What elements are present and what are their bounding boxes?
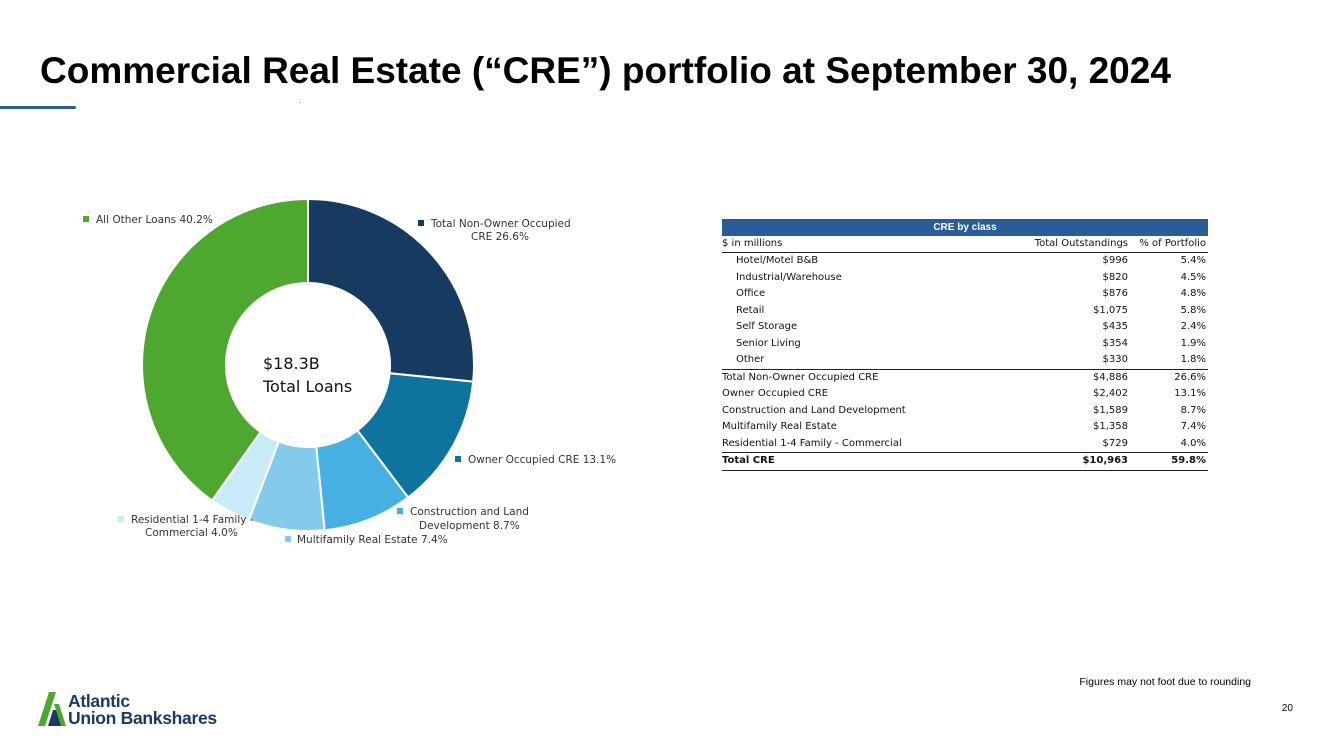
table-row: Hotel/Motel B&B $996 5.4% bbox=[722, 253, 1208, 270]
row-label: Owner Occupied CRE bbox=[722, 388, 829, 399]
donut-slice bbox=[141, 197, 309, 502]
legend-label: Development 8.7% bbox=[419, 520, 520, 532]
row-percent: 1.8% bbox=[1180, 354, 1206, 365]
row-outstandings: $354 bbox=[1102, 337, 1128, 349]
atlantic-a-mark-icon bbox=[38, 692, 66, 726]
company-logo: Atlantic Union Bankshares bbox=[38, 690, 268, 730]
table-row: Retail $1,075 5.8% bbox=[722, 303, 1208, 320]
row-outstandings: $876 bbox=[1102, 288, 1128, 299]
row-outstandings: $1,589 bbox=[1093, 404, 1128, 416]
row-outstandings: $996 bbox=[1102, 255, 1128, 266]
row-outstandings: $820 bbox=[1102, 271, 1128, 283]
page-title: Commercial Real Estate (“CRE”) portfolio… bbox=[40, 50, 1171, 91]
row-outstandings: $4,886 bbox=[1093, 371, 1128, 383]
table-row: Owner Occupied CRE $2,402 13.1% bbox=[722, 386, 1208, 403]
row-percent: 4.0% bbox=[1180, 437, 1206, 449]
cre-by-class-table: CRE by class $ in millions Total Outstan… bbox=[722, 219, 1208, 471]
row-label: Total Non-Owner Occupied CRE bbox=[722, 371, 879, 383]
row-outstandings: $1,075 bbox=[1093, 304, 1128, 316]
row-label: Self Storage bbox=[736, 321, 798, 332]
table-column-headers: $ in millions Total Outstandings % of Po… bbox=[722, 236, 1208, 253]
logo-text-line2: Union Bankshares bbox=[68, 708, 217, 728]
row-percent: 8.7% bbox=[1180, 404, 1206, 416]
rounding-footnote: Figures may not foot due to rounding bbox=[1079, 676, 1251, 688]
row-percent: 4.8% bbox=[1180, 288, 1206, 299]
legend-label: Total Non-Owner Occupied bbox=[430, 218, 571, 230]
row-percent: 7.4% bbox=[1180, 421, 1206, 432]
row-label: Other bbox=[736, 354, 765, 365]
legend-marker bbox=[397, 508, 403, 514]
legend-label: Residential 1-4 Family - bbox=[131, 514, 254, 526]
legend-label: Commercial 4.0% bbox=[145, 527, 238, 539]
legend-label: CRE 26.6% bbox=[471, 231, 529, 243]
row-label: Multifamily Real Estate bbox=[722, 421, 837, 432]
row-percent: 2.4% bbox=[1180, 321, 1206, 332]
row-outstandings: $2,402 bbox=[1093, 388, 1128, 399]
page-number: 20 bbox=[1281, 703, 1293, 714]
row-label: Senior Living bbox=[736, 337, 801, 349]
table-row: Office $876 4.8% bbox=[722, 286, 1208, 303]
table-row: Multifamily Real Estate $1,358 7.4% bbox=[722, 419, 1208, 436]
row-label: Hotel/Motel B&B bbox=[736, 255, 819, 266]
legend-marker bbox=[455, 456, 461, 462]
row-percent: 5.4% bbox=[1180, 255, 1206, 266]
legend-marker bbox=[83, 216, 89, 222]
table-header: CRE by class bbox=[722, 219, 1208, 236]
legend-label: Multifamily Real Estate 7.4% bbox=[297, 534, 448, 546]
legend-marker bbox=[118, 516, 124, 522]
donut-center-label: $18.3B bbox=[263, 354, 320, 373]
column-header-percent: % of Portfolio bbox=[1139, 238, 1206, 249]
table-body: Hotel/Motel B&B $996 5.4% Industrial/Wareho… bbox=[722, 253, 1208, 471]
table-row: Construction and Land Development $1,589 8… bbox=[722, 403, 1208, 420]
legend-marker bbox=[418, 220, 424, 226]
row-outstandings: $435 bbox=[1102, 321, 1128, 332]
row-percent: 1.9% bbox=[1180, 337, 1206, 349]
row-label: Residential 1-4 Family - Commercial bbox=[722, 437, 902, 449]
row-percent: 5.8% bbox=[1180, 304, 1206, 316]
row-percent: 4.5% bbox=[1180, 271, 1206, 283]
row-outstandings: $330 bbox=[1102, 354, 1128, 365]
row-label: Retail bbox=[736, 304, 765, 316]
legend-label: Owner Occupied CRE 13.1% bbox=[468, 454, 616, 466]
row-percent: 59.8% bbox=[1171, 455, 1206, 466]
decorative-dot bbox=[299, 102, 300, 103]
row-outstandings: $1,358 bbox=[1093, 421, 1128, 432]
table-row: Residential 1-4 Family - Commercial $729 4… bbox=[722, 436, 1208, 453]
column-header-outstandings: Total Outstandings bbox=[1034, 238, 1128, 249]
legend-label: Construction and Land bbox=[410, 506, 529, 518]
table-row: Total CRE $10,963 59.8% bbox=[722, 452, 1208, 471]
title-accent-rule bbox=[0, 106, 76, 109]
legend-marker bbox=[285, 536, 291, 542]
table-row: Senior Living $354 1.9% bbox=[722, 336, 1208, 353]
column-header-units: $ in millions bbox=[722, 238, 783, 249]
donut-slice bbox=[307, 197, 475, 383]
table-row: Industrial/Warehouse $820 4.5% bbox=[722, 270, 1208, 287]
row-outstandings: $729 bbox=[1102, 437, 1128, 449]
row-percent: 13.1% bbox=[1174, 388, 1206, 399]
legend-label: All Other Loans 40.2% bbox=[96, 214, 213, 226]
table-row: Other $330 1.8% bbox=[722, 352, 1208, 369]
row-label: Construction and Land Development bbox=[722, 404, 906, 416]
table-row: Self Storage $435 2.4% bbox=[722, 319, 1208, 336]
row-label: Office bbox=[736, 288, 766, 299]
row-percent: 26.6% bbox=[1174, 371, 1206, 383]
row-label: Industrial/Warehouse bbox=[736, 271, 842, 283]
logo-text-line1: Atlantic bbox=[68, 691, 130, 711]
donut-center-label: Total Loans bbox=[262, 377, 352, 396]
table-row: Total Non-Owner Occupied CRE $4,886 26.6% bbox=[722, 368, 1208, 387]
row-label: Total CRE bbox=[722, 455, 775, 466]
row-outstandings: $10,963 bbox=[1082, 455, 1128, 466]
